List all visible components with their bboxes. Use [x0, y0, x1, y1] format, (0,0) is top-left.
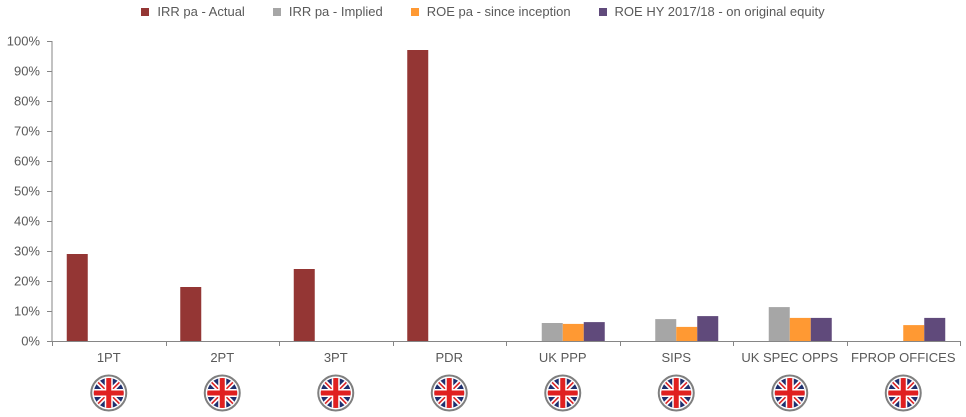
x-tick-label: UK PPP	[539, 350, 587, 365]
y-tick-label: 10%	[14, 304, 40, 319]
legend-label: IRR pa - Actual	[157, 4, 245, 19]
legend-swatch	[598, 7, 607, 16]
bar	[541, 323, 563, 341]
chart-legend: IRR pa - Actual IRR pa - Implied ROE pa - …	[0, 4, 966, 19]
bar	[768, 307, 790, 341]
uk-flag-icon	[771, 374, 809, 412]
uk-flag-icon	[317, 374, 355, 412]
bar	[66, 254, 88, 341]
bar	[180, 287, 202, 341]
legend-item: IRR pa - Implied	[272, 4, 383, 19]
uk-flag-icon	[203, 374, 241, 412]
bar	[676, 326, 698, 341]
x-tick-label: 3PT	[324, 350, 348, 365]
legend-swatch	[141, 7, 150, 16]
y-tick-label: 20%	[14, 274, 40, 289]
x-tick-label: PDR	[436, 350, 463, 365]
y-tick-label: 30%	[14, 244, 40, 259]
x-tick-label: SIPS	[661, 350, 691, 365]
legend-swatch	[272, 7, 281, 16]
bar	[655, 319, 677, 341]
uk-flag-icon	[430, 374, 468, 412]
uk-flag-icon	[544, 374, 582, 412]
bar	[903, 325, 925, 341]
legend-item: ROE HY 2017/18 - on original equity	[598, 4, 825, 19]
x-tick-label: 2PT	[210, 350, 234, 365]
legend-item: ROE pa - since inception	[410, 4, 571, 19]
bar	[789, 317, 811, 341]
y-tick-label: 100%	[7, 34, 41, 49]
uk-flag-icon	[657, 374, 695, 412]
y-tick-label: 50%	[14, 184, 40, 199]
x-tick-label: 1PT	[97, 350, 121, 365]
bar	[562, 323, 584, 341]
y-tick-label: 0%	[21, 334, 40, 349]
y-tick-label: 40%	[14, 214, 40, 229]
uk-flag-icon	[90, 374, 128, 412]
x-tick-label: UK SPEC OPPS	[741, 350, 838, 365]
uk-flag-icon	[884, 374, 922, 412]
bar	[293, 269, 315, 341]
legend-item: IRR pa - Actual	[141, 4, 245, 19]
bar	[583, 322, 605, 341]
x-tick-label: FPROP OFFICES	[851, 350, 956, 365]
legend-label: ROE HY 2017/18 - on original equity	[614, 4, 825, 19]
bar	[407, 50, 429, 341]
bar	[697, 316, 719, 341]
legend-label: ROE pa - since inception	[426, 4, 571, 19]
y-tick-label: 60%	[14, 154, 40, 169]
y-tick-label: 80%	[14, 94, 40, 109]
bar	[810, 317, 832, 341]
legend-swatch	[410, 7, 419, 16]
legend-label: IRR pa - Implied	[288, 4, 383, 19]
y-tick-label: 90%	[14, 64, 40, 79]
y-tick-label: 70%	[14, 124, 40, 139]
bar	[924, 317, 946, 341]
